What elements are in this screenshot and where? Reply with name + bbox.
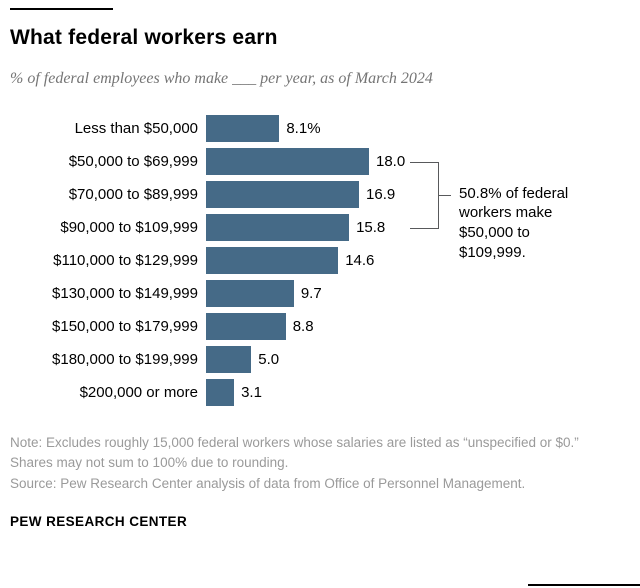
bar (206, 346, 252, 373)
notes-block: Note: Excludes roughly 15,000 federal wo… (10, 433, 602, 494)
bar (206, 313, 286, 340)
chart-subtitle: % of federal employees who make ___ per … (10, 70, 433, 87)
category-label: $180,000 to $199,999 (52, 351, 198, 368)
bar (206, 280, 294, 307)
value-label: 15.8 (356, 219, 386, 236)
bar-row: $200,000 or more 3.1 (10, 376, 630, 409)
bar-row: $50,000 to $69,999 18.0 (10, 145, 630, 178)
bar-row: $180,000 to $199,999 5.0 (10, 343, 630, 376)
category-label: $70,000 to $89,999 (68, 186, 198, 203)
bracket-tick-bottom (410, 227, 439, 229)
value-label: 5.0 (258, 351, 280, 368)
bracket-stub (438, 194, 451, 196)
bar-row: $70,000 to $89,999 16.9 (10, 178, 630, 211)
category-label: $150,000 to $179,999 (52, 318, 198, 335)
category-label: $90,000 to $109,999 (60, 219, 198, 236)
bottom-rule (528, 584, 640, 586)
category-label: $110,000 to $129,999 (53, 252, 198, 269)
value-label: 16.9 (366, 186, 396, 203)
chart-title: What federal workers earn (10, 26, 278, 49)
category-label: Less than $50,000 (74, 120, 198, 137)
value-label: 18.0 (376, 153, 406, 170)
value-label: 9.7 (300, 285, 322, 302)
category-label: $130,000 to $149,999 (52, 285, 198, 302)
bar-rows: Less than $50,000 8.1% $50,000 to $69,999 1… (10, 112, 630, 409)
bar-row: $90,000 to $109,999 15.8 (10, 211, 630, 244)
bracket-tick-top (410, 161, 439, 163)
bar-row: Less than $50,000 8.1% (10, 112, 630, 145)
top-rule (10, 8, 113, 10)
bar (206, 214, 350, 241)
bar (206, 148, 369, 175)
bar (206, 379, 235, 406)
bracket-annotation: 50.8% of federal workers make $50,000 to… (459, 184, 591, 263)
note-text: Note: Excludes roughly 15,000 federal wo… (10, 435, 579, 471)
bar-row: $150,000 to $179,999 8.8 (10, 310, 630, 343)
bar-row: $130,000 to $149,999 9.7 (10, 277, 630, 310)
source-text: Source: Pew Research Center analysis of … (10, 475, 526, 491)
value-label: 8.8 (292, 318, 314, 335)
bar (206, 181, 360, 208)
value-label: 14.6 (345, 252, 375, 269)
footer-brand: PEW RESEARCH CENTER (10, 513, 188, 529)
category-label: $50,000 to $69,999 (68, 153, 198, 170)
bracket-annotation-text: 50.8% of federal workers make $50,000 to… (459, 184, 569, 261)
category-label: $200,000 or more (79, 384, 198, 401)
value-label: 3.1 (241, 384, 262, 401)
bar-chart: Less than $50,000 8.1% $50,000 to $69,999 1… (10, 112, 630, 409)
bar (206, 115, 280, 142)
bar (206, 247, 339, 274)
bar-row: $110,000 to $129,999 14.6 (10, 244, 630, 277)
value-label: 8.1% (286, 120, 321, 137)
